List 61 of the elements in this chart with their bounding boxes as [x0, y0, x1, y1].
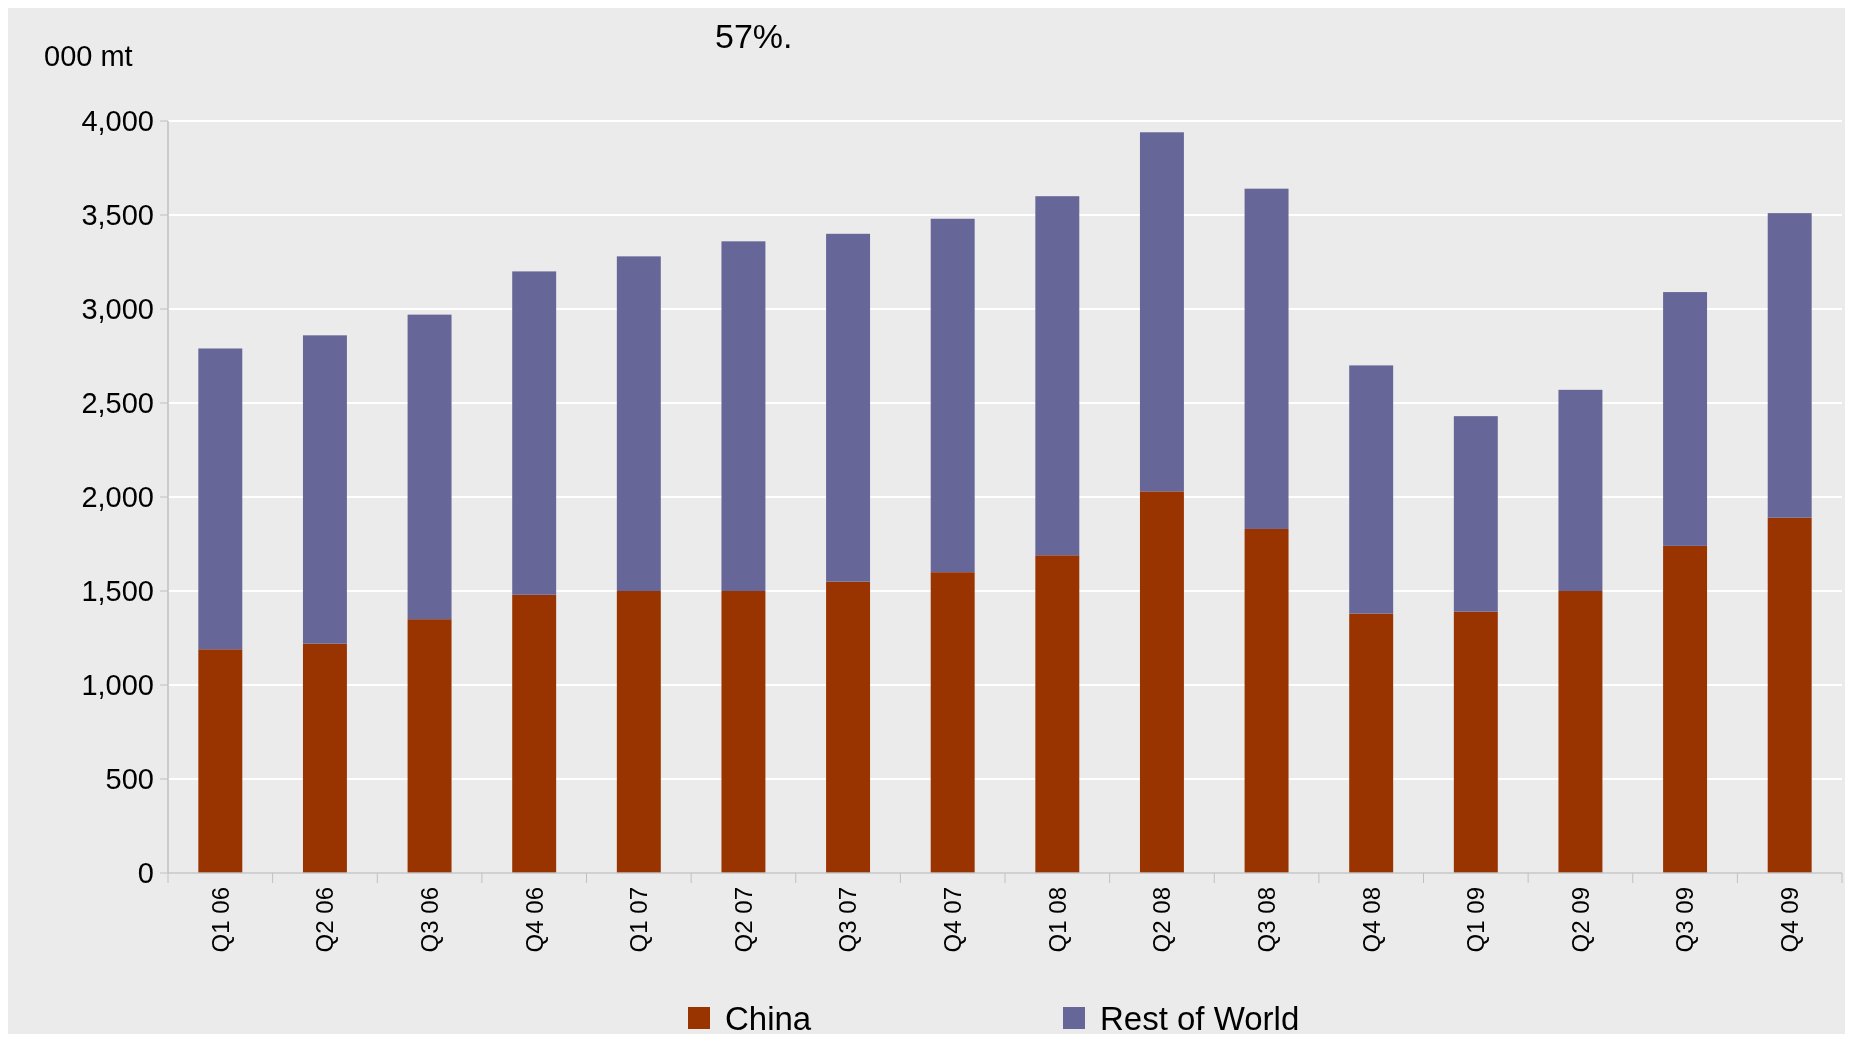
y-tick-label: 3,000 — [81, 293, 154, 326]
bar — [930, 218, 975, 573]
x-tick-label: Q3 08 — [1252, 887, 1280, 953]
bar — [512, 594, 557, 873]
bar — [1035, 196, 1080, 556]
x-tick-label: Q3 09 — [1671, 887, 1699, 953]
bar — [721, 591, 766, 873]
x-tick-label: Q2 08 — [1148, 887, 1176, 953]
y-tick-label: 500 — [105, 763, 154, 796]
bar — [826, 581, 871, 873]
x-tick-label: Q2 06 — [311, 887, 339, 953]
bar — [616, 256, 661, 591]
bar — [1035, 555, 1080, 873]
bar — [1244, 188, 1289, 529]
bar — [302, 335, 347, 644]
bar — [1767, 517, 1812, 873]
bar — [1453, 416, 1498, 612]
bar — [1349, 613, 1394, 873]
bar — [1453, 611, 1498, 873]
bar — [1139, 132, 1184, 492]
bar — [1767, 213, 1812, 518]
bar — [407, 619, 452, 873]
bar — [1139, 491, 1184, 873]
legend-label: China — [725, 999, 812, 1037]
y-tick-label: 1,000 — [81, 669, 154, 702]
bar — [1558, 389, 1603, 591]
y-tick-label: 0 — [137, 857, 154, 890]
bar — [1244, 528, 1289, 873]
bar — [198, 649, 243, 873]
y-axis-title: 000 mt — [44, 40, 133, 72]
legend-label: Rest of World — [1100, 999, 1300, 1037]
bar — [1349, 365, 1394, 614]
y-tick-label: 1,500 — [81, 575, 154, 608]
x-tick-label: Q1 06 — [206, 887, 234, 953]
x-tick-label: Q4 06 — [520, 887, 548, 953]
x-tick-label: Q3 06 — [415, 887, 443, 953]
x-tick-label: Q1 07 — [625, 887, 653, 953]
x-tick-label: Q4 08 — [1357, 887, 1385, 953]
y-tick-label: 4,000 — [81, 105, 154, 138]
bar — [616, 591, 661, 873]
y-tick-label: 2,500 — [81, 387, 154, 420]
bar — [1663, 545, 1708, 873]
bar — [826, 233, 871, 582]
x-tick-label: Q4 09 — [1776, 887, 1804, 953]
bar — [198, 348, 243, 650]
y-tick-label: 2,000 — [81, 481, 154, 514]
bar — [1558, 591, 1603, 873]
bar — [930, 572, 975, 873]
text: 57%. — [715, 17, 793, 55]
y-tick-label: 3,500 — [81, 199, 154, 232]
x-tick-label: Q3 07 — [834, 887, 862, 953]
x-tick-label: Q1 08 — [1043, 887, 1071, 953]
bar — [407, 314, 452, 620]
bar — [512, 271, 557, 595]
bar — [721, 241, 766, 591]
x-tick-label: Q2 07 — [729, 887, 757, 953]
bar — [1663, 292, 1708, 546]
x-tick-label: Q1 09 — [1462, 887, 1490, 953]
x-tick-label: Q4 07 — [939, 887, 967, 953]
bar — [302, 643, 347, 873]
x-tick-label: Q2 09 — [1566, 887, 1594, 953]
